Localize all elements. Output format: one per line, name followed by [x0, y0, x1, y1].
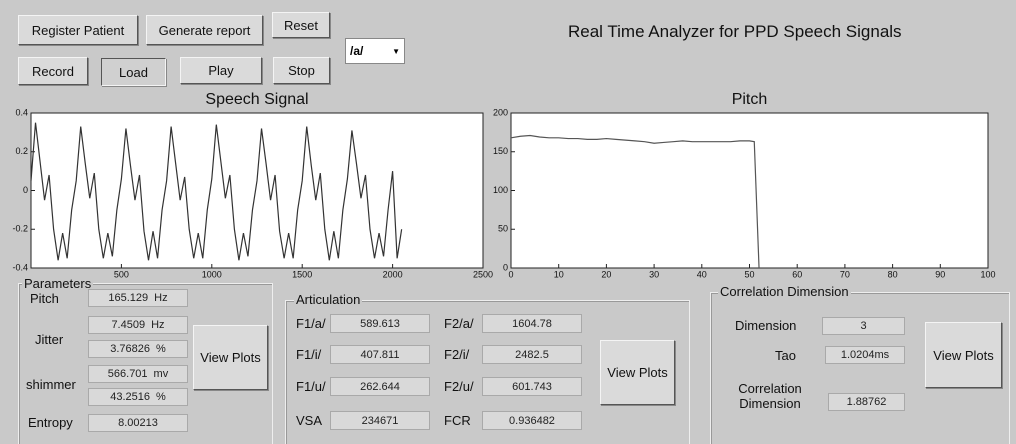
value: 3.76826: [110, 343, 150, 355]
parameters-panel: [18, 283, 273, 444]
correlation-panel: [710, 292, 1010, 444]
art-label: FCR: [444, 413, 471, 428]
chart-title: Speech Signal: [205, 91, 308, 108]
art-field: 2482.5: [482, 345, 582, 364]
corr-field: 3: [822, 317, 905, 335]
dropdown-value: /a/: [350, 44, 364, 58]
art-field: 407.811: [330, 345, 430, 364]
corr-label: Correlation Dimension: [738, 381, 802, 411]
y-tick-label: 0.4: [15, 107, 28, 117]
dropdown-arrow: ▼: [392, 46, 400, 56]
param-label: Entropy: [28, 415, 73, 430]
x-tick-label: 20: [601, 269, 611, 279]
corr-label: Dimension: [735, 318, 797, 333]
x-tick-label: 2000: [383, 269, 403, 279]
corr-field: 1.0204ms: [825, 346, 905, 364]
view-plots-button[interactable]: View Plots: [600, 340, 675, 405]
x-tick-label: 10: [554, 269, 564, 279]
y-tick-label: 0.2: [15, 146, 28, 156]
panel-title: Parameters: [22, 276, 94, 291]
y-tick-label: 100: [493, 185, 508, 195]
art-label: F1/i/: [296, 347, 322, 362]
y-tick-label: -0.4: [12, 262, 28, 272]
unit: mv: [153, 368, 169, 380]
report-button[interactable]: Generate report: [146, 15, 263, 45]
param-label: shimmer: [26, 377, 76, 392]
param-field: 8.00213: [88, 414, 188, 432]
x-tick-label: 30: [649, 269, 659, 279]
value: 8.00213: [118, 417, 158, 429]
play-button[interactable]: Play: [180, 57, 262, 84]
chart-title: Pitch: [732, 91, 768, 108]
art-field: 0.936482: [482, 411, 582, 430]
x-tick-label: 1000: [202, 269, 222, 279]
corr-label: Tao: [775, 348, 796, 363]
x-tick-label: 80: [888, 269, 898, 279]
vowel-dropdown[interactable]: /a/ ▼: [345, 38, 405, 64]
art-label: F1/a/: [296, 316, 326, 331]
x-tick-label: 1500: [292, 269, 312, 279]
data-line: [30, 122, 403, 261]
art-label: F2/a/: [444, 316, 474, 331]
y-tick-label: 0: [503, 262, 508, 272]
art-field: 234671: [330, 411, 430, 430]
stop-button[interactable]: Stop: [273, 57, 330, 84]
param-field: 43.2516%: [88, 388, 188, 406]
art-field: 262.644: [330, 377, 430, 396]
view-plots-button[interactable]: View Plots: [925, 322, 1002, 388]
unit: Hz: [154, 292, 168, 304]
param-field: 7.4509 Hz: [88, 316, 188, 334]
plot-area: [30, 112, 484, 269]
panel-title: Articulation: [294, 292, 363, 307]
art-label: F1/u/: [296, 379, 326, 394]
y-tick-label: 0: [23, 185, 28, 195]
x-tick-label: 100: [980, 269, 995, 279]
x-tick-label: 500: [114, 269, 129, 279]
art-field: 589.613: [330, 314, 430, 333]
value: 7.4509: [111, 319, 146, 331]
y-tick-label: 50: [498, 224, 508, 234]
plot-area: [510, 112, 989, 269]
x-tick-label: 60: [792, 269, 802, 279]
app-title: Real Time Analyzer for PPD Speech Signal…: [568, 22, 902, 41]
value: 43.2516: [110, 391, 150, 403]
x-tick-label: 40: [697, 269, 707, 279]
data-line: [510, 134, 760, 269]
art-label: F2/u/: [444, 379, 474, 394]
record-button[interactable]: Record: [18, 57, 88, 85]
param-label: Jitter: [35, 332, 64, 347]
param-label: Pitch: [30, 291, 59, 306]
value: 165.129: [108, 292, 149, 304]
y-tick-label: 150: [493, 146, 508, 156]
value: 566.701: [107, 368, 148, 380]
articulation-panel: [285, 300, 690, 444]
param-field: 3.76826%: [88, 340, 188, 358]
unit: %: [155, 391, 166, 403]
art-label: F2/i/: [444, 347, 470, 362]
x-tick-label: 70: [840, 269, 850, 279]
register-button[interactable]: Register Patient: [18, 15, 138, 45]
x-tick-label: 50: [744, 269, 754, 279]
y-tick-label: 200: [493, 107, 508, 117]
y-tick-label: -0.2: [12, 224, 28, 234]
art-field: 601.743: [482, 377, 582, 396]
unit: Hz: [151, 319, 165, 331]
panel-title: Correlation Dimension: [718, 284, 851, 299]
unit: %: [155, 343, 166, 355]
corr-field: 1.88762: [828, 393, 905, 411]
param-field: 566.701 mv: [88, 365, 188, 383]
reset-button[interactable]: Reset: [272, 12, 330, 38]
x-tick-label: 0: [508, 269, 513, 279]
load-button[interactable]: Load: [101, 58, 166, 86]
art-field: 1604.78: [482, 314, 582, 333]
param-field: 165.129 Hz: [88, 289, 188, 307]
x-tick-label: 2500: [473, 269, 493, 279]
x-tick-label: 90: [935, 269, 945, 279]
view-plots-button[interactable]: View Plots: [193, 325, 268, 390]
art-label: VSA: [296, 413, 323, 428]
